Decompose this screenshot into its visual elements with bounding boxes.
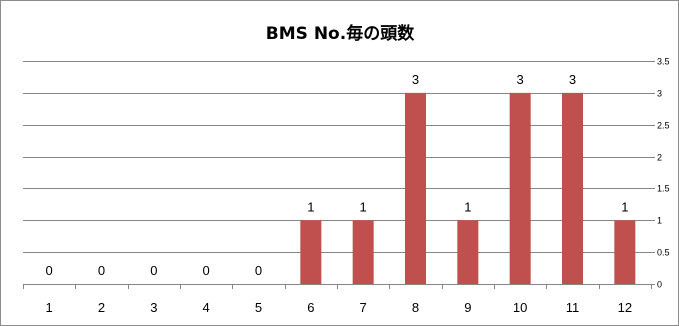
- y-tick-label: 1: [657, 216, 662, 226]
- x-tick-label: 9: [464, 300, 471, 315]
- bar: [457, 220, 479, 284]
- bar: [562, 92, 583, 284]
- gridlines: [23, 61, 651, 285]
- data-label: 3: [569, 72, 576, 87]
- data-label: 1: [307, 199, 314, 214]
- data-labels: 0 0 0 0 0 1 1 3 1 3 3 1: [46, 72, 629, 278]
- data-label: 0: [46, 263, 53, 278]
- chart-title: BMS No.毎の頭数: [266, 23, 415, 44]
- y-tick-label: 0.5: [657, 248, 670, 258]
- x-tick-label: 6: [307, 300, 314, 315]
- x-axis-ticks: 1 2 3 4 5 6 7 8 9 10 11 12: [23, 284, 652, 315]
- x-tick-label: 11: [566, 300, 580, 315]
- bar: [509, 92, 531, 284]
- data-label: 1: [621, 199, 628, 214]
- bar: [405, 92, 426, 284]
- y-tick-label: 2: [657, 153, 662, 163]
- x-tick-label: 8: [412, 300, 419, 315]
- y-tick-label: 0: [657, 280, 662, 290]
- x-tick-label: 1: [46, 300, 53, 315]
- data-label: 0: [98, 263, 105, 278]
- y-tick-label: 3.5: [657, 57, 670, 67]
- x-tick-label: 5: [255, 300, 262, 315]
- data-label: 3: [412, 72, 419, 87]
- data-label: 1: [464, 199, 471, 214]
- y-tick-label: 1.5: [657, 184, 670, 194]
- x-tick-label: 4: [203, 300, 210, 315]
- x-tick-label: 2: [98, 300, 105, 315]
- data-label: 0: [203, 263, 210, 278]
- y-tick-label: 2.5: [657, 121, 670, 131]
- bars: [300, 92, 636, 284]
- data-label: 0: [150, 263, 157, 278]
- y-tick-label: 3: [657, 89, 662, 99]
- x-tick-label: 3: [150, 300, 157, 315]
- x-tick-label: 12: [618, 300, 632, 315]
- x-tick-label: 7: [360, 300, 367, 315]
- bar: [614, 220, 636, 284]
- data-label: 0: [255, 263, 262, 278]
- bar: [300, 220, 322, 284]
- bar: [352, 220, 374, 284]
- data-label: 3: [517, 72, 524, 87]
- x-tick-label: 10: [513, 300, 527, 315]
- data-label: 1: [360, 199, 367, 214]
- y-axis-ticks: 0 0.5 1 1.5 2 2.5 3 3.5: [651, 57, 670, 290]
